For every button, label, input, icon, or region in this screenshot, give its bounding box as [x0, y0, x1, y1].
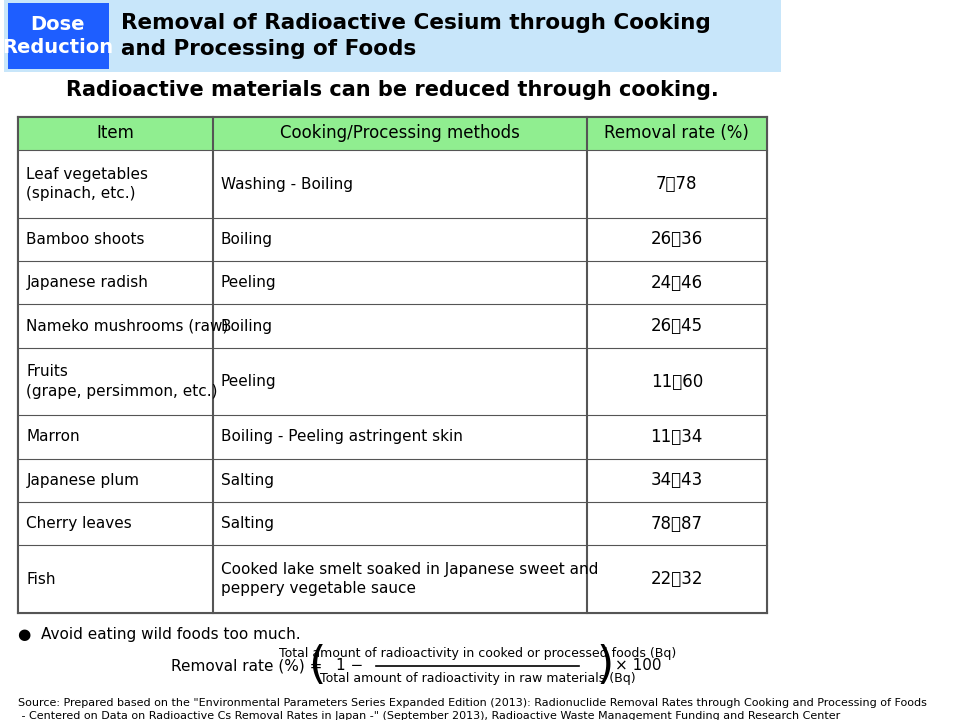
Text: Source: Prepared based on the "Environmental Parameters Series Expanded Edition : Source: Prepared based on the "Environme… [18, 698, 927, 720]
FancyBboxPatch shape [18, 348, 767, 415]
Text: 1 −: 1 − [336, 658, 363, 673]
Text: 26～36: 26～36 [651, 230, 703, 248]
FancyBboxPatch shape [18, 217, 767, 261]
Text: 11～34: 11～34 [651, 428, 703, 446]
FancyBboxPatch shape [18, 261, 767, 305]
FancyBboxPatch shape [8, 3, 108, 69]
Text: 34～43: 34～43 [651, 472, 703, 490]
FancyBboxPatch shape [18, 305, 767, 348]
Text: × 100: × 100 [615, 658, 661, 673]
Text: Total amount of radioactivity in raw materials (Bq): Total amount of radioactivity in raw mat… [320, 672, 636, 685]
Text: (: ( [308, 644, 325, 688]
Text: Radioactive materials can be reduced through cooking.: Radioactive materials can be reduced thr… [66, 80, 719, 100]
Text: ): ) [597, 644, 614, 688]
Text: Japanese plum: Japanese plum [26, 473, 139, 488]
Text: Cherry leaves: Cherry leaves [26, 516, 132, 531]
Text: Removal of Radioactive Cesium through Cooking
and Processing of Foods: Removal of Radioactive Cesium through Co… [121, 13, 710, 59]
Text: Boiling: Boiling [221, 232, 273, 247]
FancyBboxPatch shape [18, 459, 767, 502]
Text: 78～87: 78～87 [651, 515, 703, 533]
FancyBboxPatch shape [18, 150, 767, 217]
Text: 11～60: 11～60 [651, 372, 703, 390]
Text: 24～46: 24～46 [651, 274, 703, 292]
Text: Removal rate (%): Removal rate (%) [605, 125, 749, 143]
FancyBboxPatch shape [18, 502, 767, 545]
Text: Item: Item [97, 125, 134, 143]
Text: Salting: Salting [221, 516, 274, 531]
Text: Salting: Salting [221, 473, 274, 488]
Text: Boiling - Peeling astringent skin: Boiling - Peeling astringent skin [221, 429, 463, 444]
Text: Marron: Marron [26, 429, 80, 444]
Text: Cooked lake smelt soaked in Japanese sweet and
peppery vegetable sauce: Cooked lake smelt soaked in Japanese swe… [221, 562, 598, 596]
Text: Fish: Fish [26, 572, 56, 587]
Text: Leaf vegetables
(spinach, etc.): Leaf vegetables (spinach, etc.) [26, 166, 148, 202]
Text: Dose
Reduction: Dose Reduction [2, 15, 113, 58]
Text: Peeling: Peeling [221, 275, 276, 290]
Text: Total amount of radioactivity in cooked or processed foods (Bq): Total amount of radioactivity in cooked … [278, 647, 676, 660]
Text: 7～78: 7～78 [656, 175, 698, 193]
Text: 22～32: 22～32 [651, 570, 703, 588]
Text: Boiling: Boiling [221, 319, 273, 333]
FancyBboxPatch shape [18, 117, 767, 150]
FancyBboxPatch shape [18, 545, 767, 613]
Text: Peeling: Peeling [221, 374, 276, 389]
Text: Removal rate (%) =: Removal rate (%) = [172, 658, 327, 673]
Text: Nameko mushrooms (raw): Nameko mushrooms (raw) [26, 319, 228, 333]
Text: ●  Avoid eating wild foods too much.: ● Avoid eating wild foods too much. [18, 627, 300, 642]
Text: Japanese radish: Japanese radish [26, 275, 148, 290]
FancyBboxPatch shape [4, 0, 781, 72]
FancyBboxPatch shape [18, 117, 767, 613]
Text: Cooking/Processing methods: Cooking/Processing methods [280, 125, 519, 143]
Text: Bamboo shoots: Bamboo shoots [26, 232, 145, 247]
Text: Fruits
(grape, persimmon, etc.): Fruits (grape, persimmon, etc.) [26, 364, 218, 399]
Text: Washing - Boiling: Washing - Boiling [221, 176, 353, 192]
FancyBboxPatch shape [18, 415, 767, 459]
Text: 26～45: 26～45 [651, 317, 703, 335]
